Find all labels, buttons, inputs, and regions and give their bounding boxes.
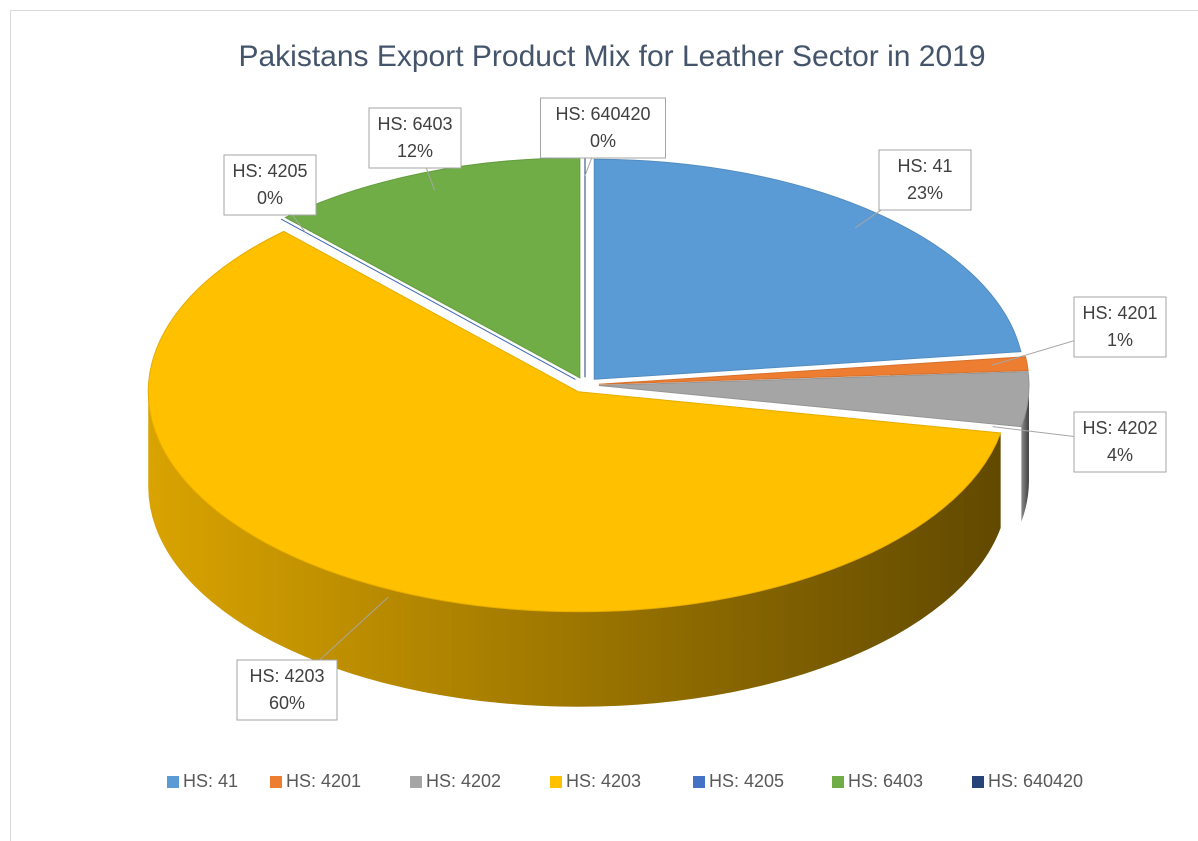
legend-label: HS: 4202 bbox=[426, 771, 501, 791]
data-label: 12% bbox=[397, 141, 433, 161]
data-label-name: HS: 4205 bbox=[232, 161, 307, 181]
data-label-name: HS: 41 bbox=[897, 156, 952, 176]
pie-slice bbox=[147, 230, 1002, 707]
data-label: 0% bbox=[257, 188, 283, 208]
legend-label: HS: 4201 bbox=[286, 771, 361, 791]
legend-swatch bbox=[832, 776, 844, 788]
legend-swatch bbox=[972, 776, 984, 788]
data-label-name: HS: 4203 bbox=[249, 666, 324, 686]
legend-swatch bbox=[550, 776, 562, 788]
slice-top bbox=[598, 356, 1029, 385]
data-label-name: HS: 4201 bbox=[1082, 303, 1157, 323]
legend-label: HS: 4203 bbox=[566, 771, 641, 791]
legend-label: HS: 640420 bbox=[988, 771, 1083, 791]
data-label: 1% bbox=[1107, 330, 1133, 350]
legend-swatch bbox=[693, 776, 705, 788]
label-box bbox=[368, 107, 462, 169]
label-box bbox=[540, 97, 666, 159]
data-label-name: HS: 640420 bbox=[555, 104, 650, 124]
chart-title: Pakistans Export Product Mix for Leather… bbox=[238, 40, 985, 73]
data-label: 23% bbox=[907, 183, 943, 203]
legend-label: HS: 4205 bbox=[709, 771, 784, 791]
legend-label: HS: 6403 bbox=[848, 771, 923, 791]
legend-swatch bbox=[270, 776, 282, 788]
data-label: 4% bbox=[1107, 445, 1133, 465]
pie-slice bbox=[598, 371, 1030, 522]
data-label-name: HS: 4202 bbox=[1082, 418, 1157, 438]
slice-top bbox=[593, 158, 1022, 380]
slice-top bbox=[147, 230, 1002, 613]
pie-slice bbox=[598, 356, 1029, 385]
legend-swatch bbox=[410, 776, 422, 788]
label-box bbox=[223, 154, 317, 216]
slice-side bbox=[148, 391, 1001, 707]
legend-label: HS: 41 bbox=[183, 771, 238, 791]
label-box bbox=[1073, 296, 1167, 358]
slice-side bbox=[1021, 385, 1029, 522]
label-box bbox=[1073, 411, 1167, 473]
label-box bbox=[236, 659, 338, 721]
legend-swatch bbox=[167, 776, 179, 788]
data-label: 0% bbox=[590, 131, 616, 151]
data-label-name: HS: 6403 bbox=[377, 114, 452, 134]
data-label: 60% bbox=[269, 693, 305, 713]
pie-slice bbox=[593, 158, 1022, 380]
slice-top bbox=[598, 371, 1030, 428]
label-box bbox=[878, 149, 972, 211]
